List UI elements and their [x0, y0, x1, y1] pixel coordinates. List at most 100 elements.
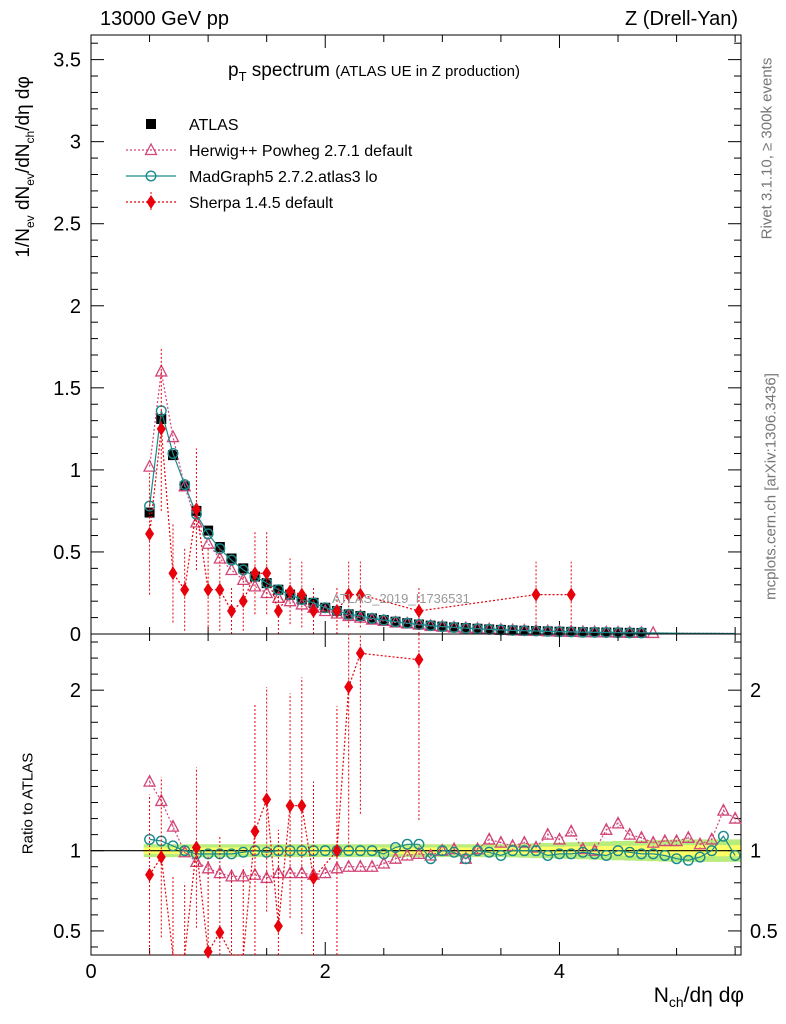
data-point: [390, 616, 402, 628]
data-point: [377, 856, 391, 869]
data-point: [635, 848, 647, 860]
data-point: [273, 919, 283, 934]
data-point: [319, 602, 331, 614]
data-point: [378, 614, 390, 626]
data-point: [250, 824, 260, 839]
legend-entry: MadGraph5 2.7.2.atlas3 lo: [126, 169, 378, 186]
data-point: [332, 843, 342, 858]
data-point: [542, 849, 554, 861]
data-point: [215, 925, 225, 940]
ratio-plot: 0 2 4 0.5 0.5 1 1 2 2: [53, 633, 778, 983]
data-point: [507, 845, 519, 857]
data-point: [179, 845, 191, 857]
data-point: [530, 845, 542, 857]
data-point: [145, 867, 155, 882]
x-axis-label: Nch/dη dφ: [654, 984, 744, 1010]
data-point: [552, 832, 567, 845]
data-point: [213, 551, 227, 564]
data-point: [693, 836, 707, 850]
data-point: [236, 868, 250, 882]
data-point: [224, 562, 239, 576]
data-point: [401, 838, 413, 850]
data-point: [541, 827, 555, 840]
data-point: [448, 846, 460, 858]
legend-label: MadGraph5 2.7.2.atlas3 lo: [189, 169, 378, 186]
data-point: [342, 859, 356, 872]
data-point: [215, 582, 225, 597]
y-tick-label-right: 1: [750, 841, 761, 863]
data-point: [436, 621, 448, 633]
x-tick-label: 4: [554, 961, 565, 983]
y-tick-label: 1: [70, 460, 81, 482]
data-point: [623, 827, 637, 840]
legend-marker: [146, 195, 156, 209]
plot-title: pT spectrum (ATLAS UE in Z production): [228, 60, 520, 84]
data-point: [344, 679, 354, 694]
data-point: [237, 846, 249, 858]
data-point: [226, 553, 237, 564]
data-point: [203, 944, 213, 959]
data-point: [531, 587, 541, 602]
data-point: [600, 627, 612, 639]
data-point: [201, 536, 215, 549]
data-point: [224, 868, 239, 882]
legend-label: ATLAS: [189, 117, 239, 134]
legend-marker: [144, 142, 158, 156]
series-ratio: [142, 774, 742, 884]
data-point: [705, 832, 719, 845]
y-tick-label: 1: [70, 841, 81, 863]
header-left: 13000 GeV pp: [100, 8, 229, 30]
data-point: [413, 838, 425, 850]
data-point: [179, 479, 191, 491]
y-tick-label: 0.5: [53, 542, 81, 564]
legend-entry: Herwig++ Powheg 2.7.1 default: [126, 142, 413, 160]
data-point: [564, 824, 578, 837]
data-point: [589, 848, 601, 860]
data-point: [542, 625, 554, 637]
data-point: [577, 846, 589, 858]
data-point: [238, 563, 249, 574]
legend-marker: [146, 119, 156, 129]
data-point: [166, 819, 180, 832]
main-plot: 0 0.5 1 1.5 2 2.5 3 3.5: [53, 34, 742, 646]
data-point: [262, 792, 272, 807]
data-point: [460, 853, 472, 865]
data-point: [624, 627, 636, 639]
data-point: [238, 594, 248, 609]
data-point: [706, 845, 718, 857]
xlabel-part: /dη dφ: [683, 984, 744, 1007]
data-point: [272, 584, 284, 596]
data-point: [156, 421, 166, 436]
data-point: [600, 849, 612, 861]
plot-frame: [90, 633, 742, 956]
legend-label: Herwig++ Powheg 2.7.1 default: [189, 143, 413, 160]
data-point: [378, 848, 390, 860]
series-line: [149, 428, 572, 613]
data-point: [577, 626, 589, 638]
data-point: [355, 587, 365, 602]
xlabel-part: ch: [668, 994, 684, 1011]
data-point: [297, 798, 307, 813]
data-point: [156, 414, 167, 425]
data-point: [330, 860, 344, 874]
data-point: [191, 502, 201, 517]
data-point: [565, 848, 577, 860]
data-point: [156, 850, 166, 865]
data-point: [344, 587, 354, 602]
data-point: [167, 840, 179, 852]
data-point: [166, 429, 180, 443]
data-point: [142, 459, 157, 472]
data-point: [681, 830, 695, 843]
y-tick-label: 0.5: [53, 921, 81, 943]
data-point: [624, 846, 636, 858]
data-point: [448, 621, 460, 633]
data-point: [646, 835, 660, 848]
data-point: [671, 853, 683, 865]
data-point: [483, 846, 495, 858]
data-point: [425, 620, 437, 632]
data-point: [634, 830, 649, 843]
data-point: [154, 793, 168, 807]
data-point: [227, 604, 237, 619]
y-tick-label-right: 0.5: [750, 921, 778, 943]
